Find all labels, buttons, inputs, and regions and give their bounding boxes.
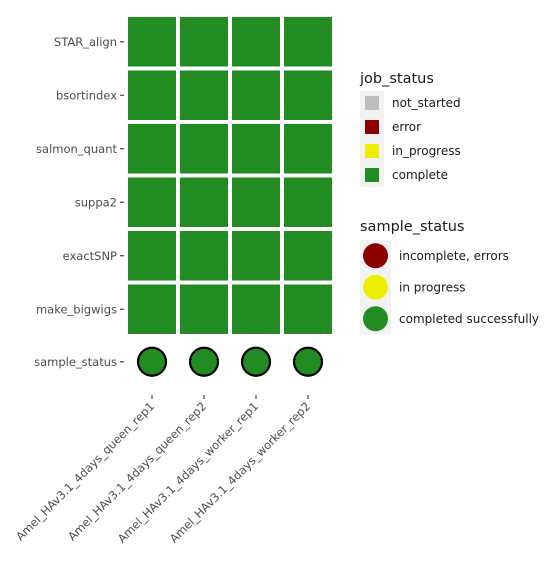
tile-bsortindex-4 <box>284 70 332 120</box>
y-tick-label-bsortindex: bsortindex <box>56 88 117 102</box>
sample-status-dot-4 <box>292 346 324 377</box>
tile-bsortindex-1 <box>128 70 176 120</box>
tile-suppa2-3 <box>232 177 280 227</box>
tile-make_bigwigs-1 <box>128 284 176 334</box>
legend-swatch-in_progress <box>365 144 379 158</box>
tile-exactSNP-1 <box>128 231 176 281</box>
tile-make_bigwigs-4 <box>284 284 332 334</box>
tile-salmon_quant-2 <box>180 124 228 174</box>
legend-label-sample-1: incomplete, errors <box>399 249 509 263</box>
tile-make_bigwigs-3 <box>232 284 280 334</box>
legend-label-not_started: not_started <box>392 96 461 110</box>
tile-exactSNP-3 <box>232 231 280 281</box>
tile-bsortindex-3 <box>232 70 280 120</box>
tile-bsortindex-2 <box>180 70 228 120</box>
legend-label-error: error <box>392 120 421 134</box>
tile-make_bigwigs-2 <box>180 284 228 334</box>
legend-label-complete: complete <box>392 168 448 182</box>
legend-dot-1 <box>363 243 388 269</box>
legend-label-in_progress: in_progress <box>392 144 461 158</box>
legend-job-status-title: job_status <box>359 71 434 87</box>
y-tick-label-salmon_quant: salmon_quant <box>36 142 117 156</box>
legend-swatch-error <box>365 120 379 134</box>
y-tick-label-make_bigwigs: make_bigwigs <box>36 302 117 316</box>
legend-label-sample-3: completed successfully <box>399 312 539 326</box>
tile-suppa2-2 <box>180 177 228 227</box>
tile-salmon_quant-3 <box>232 124 280 174</box>
tile-suppa2-1 <box>128 177 176 227</box>
legend-swatch-not_started <box>365 96 379 110</box>
legend-label-sample-2: in progress <box>399 281 466 295</box>
legend-dot-2 <box>363 274 388 300</box>
tile-salmon_quant-4 <box>284 124 332 174</box>
y-tick-label-sample-status: sample_status <box>34 355 117 369</box>
y-tick-label-STAR_align: STAR_align <box>54 35 117 49</box>
legend-sample-status-title: sample_status <box>360 219 465 235</box>
sample-status-dot-3 <box>240 346 272 377</box>
tile-STAR_align-3 <box>232 17 280 67</box>
legend-swatch-complete <box>365 168 379 182</box>
tile-suppa2-4 <box>284 177 332 227</box>
y-tick-label-exactSNP: exactSNP <box>63 249 117 263</box>
tile-salmon_quant-1 <box>128 124 176 174</box>
tile-STAR_align-4 <box>284 17 332 67</box>
sample-status-dot-1 <box>136 346 168 377</box>
tile-exactSNP-4 <box>284 231 332 281</box>
tile-STAR_align-1 <box>128 17 176 67</box>
sample-status-dot-2 <box>188 346 220 377</box>
y-tick-label-suppa2: suppa2 <box>75 195 117 209</box>
tile-STAR_align-2 <box>180 17 228 67</box>
legend-dot-3 <box>363 306 388 332</box>
tile-exactSNP-2 <box>180 231 228 281</box>
